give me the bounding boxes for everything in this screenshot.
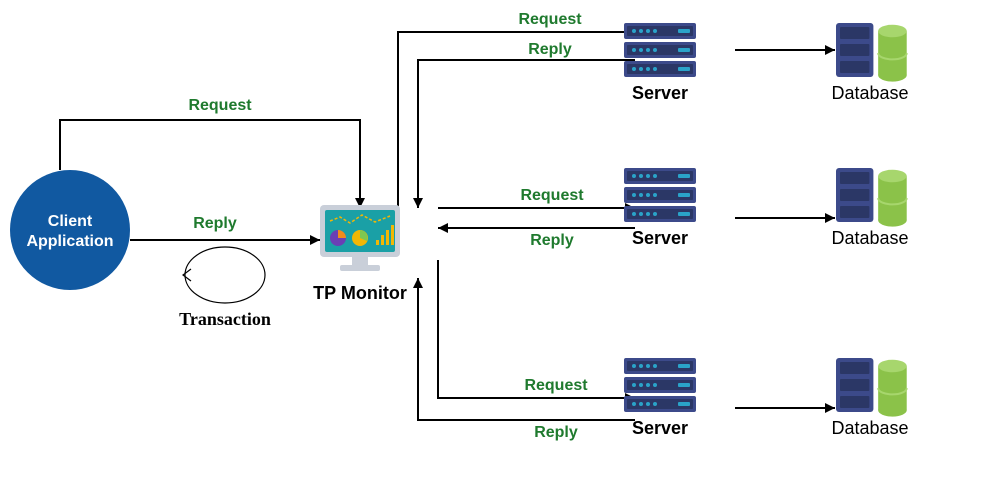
tp-monitor: [320, 205, 400, 271]
server-2: [624, 168, 696, 222]
server-3: [624, 358, 696, 412]
edge-label-e-client-req: Request: [188, 97, 252, 114]
server-label-2: Server: [632, 228, 688, 248]
edge-label-e-s2-req: Request: [520, 187, 584, 204]
database-label-3: Database: [831, 418, 908, 438]
server-label-3: Server: [632, 418, 688, 438]
transaction-label: Transaction: [179, 309, 271, 329]
database-3: [836, 358, 907, 417]
edge-label-e-s3-req: Request: [524, 377, 588, 394]
edge-label-e-s3-reply: Reply: [534, 424, 578, 441]
database-1: [836, 23, 907, 82]
edge-label-e-client-reply: Reply: [193, 215, 237, 232]
database-label-1: Database: [831, 83, 908, 103]
server-1: [624, 23, 696, 77]
client-label-1: Client: [48, 213, 93, 230]
database-label-2: Database: [831, 228, 908, 248]
edge-label-e-s1-reply: Reply: [528, 41, 572, 58]
database-2: [836, 168, 907, 227]
client-label-2: Application: [26, 233, 113, 250]
transaction-loop: [185, 247, 265, 303]
edge-label-e-s2-reply: Reply: [530, 232, 574, 249]
edge-label-e-s1-req: Request: [518, 11, 582, 28]
client-application: [10, 170, 130, 290]
edge-e-s1-req: [398, 32, 635, 208]
edge-e-s1-reply: [418, 60, 635, 208]
tp-monitor-label: TP Monitor: [313, 283, 407, 303]
server-label-1: Server: [632, 83, 688, 103]
